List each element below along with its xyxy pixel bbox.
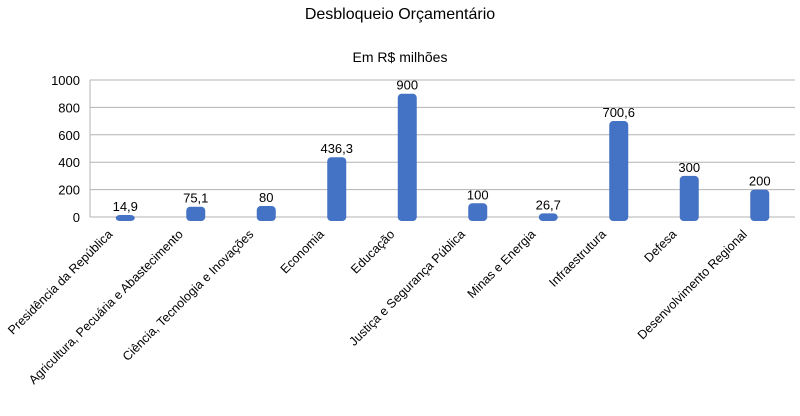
category-label: Justiça e Segurança Pública [346,227,467,348]
bar [186,206,206,221]
y-axis-ticks: 0 200 400 600 800 1000 [51,73,80,225]
data-label: 700,6 [602,105,635,120]
category-label: Economia [278,227,327,276]
category-label: Educação [348,227,397,276]
bar [679,175,699,221]
bar [327,157,347,221]
data-label: 26,7 [536,197,561,212]
category-label: Ciência, Tecnologia e Inovações [120,227,257,364]
bar [538,213,558,221]
chart-title: Desbloqueio Orçamentário [304,6,496,23]
category-label: Infraestrutura [546,227,609,290]
data-labels: 14,9 75,1 80 436,3 900 100 26,7 700,6 300 200 [113,78,771,214]
y-tick-label: 600 [58,128,80,143]
bar [750,189,770,221]
data-label: 80 [259,190,273,205]
bar [256,206,276,221]
gridlines [89,79,795,218]
y-tick-label: 1000 [51,73,80,88]
bar [609,121,629,221]
bars [115,93,770,221]
category-label: Agricultura, Pecuária e Abastecimento [26,227,186,387]
y-tick-label: 400 [58,155,80,170]
bar [115,214,135,221]
data-label: 200 [749,174,771,189]
data-label: 900 [396,78,418,93]
bar [397,93,417,221]
data-label: 100 [467,187,489,202]
y-tick-label: 800 [58,100,80,115]
y-tick-label: 0 [73,210,80,225]
data-label: 14,9 [113,199,138,214]
y-tick-label: 200 [58,183,80,198]
bar [468,203,488,221]
chart-subtitle: Em R$ milhões [352,49,448,65]
data-label: 75,1 [183,191,208,206]
data-label: 436,3 [320,141,353,156]
category-label: Minas e Energia [465,227,539,301]
category-label: Defesa [641,227,679,265]
data-label: 300 [678,160,700,175]
